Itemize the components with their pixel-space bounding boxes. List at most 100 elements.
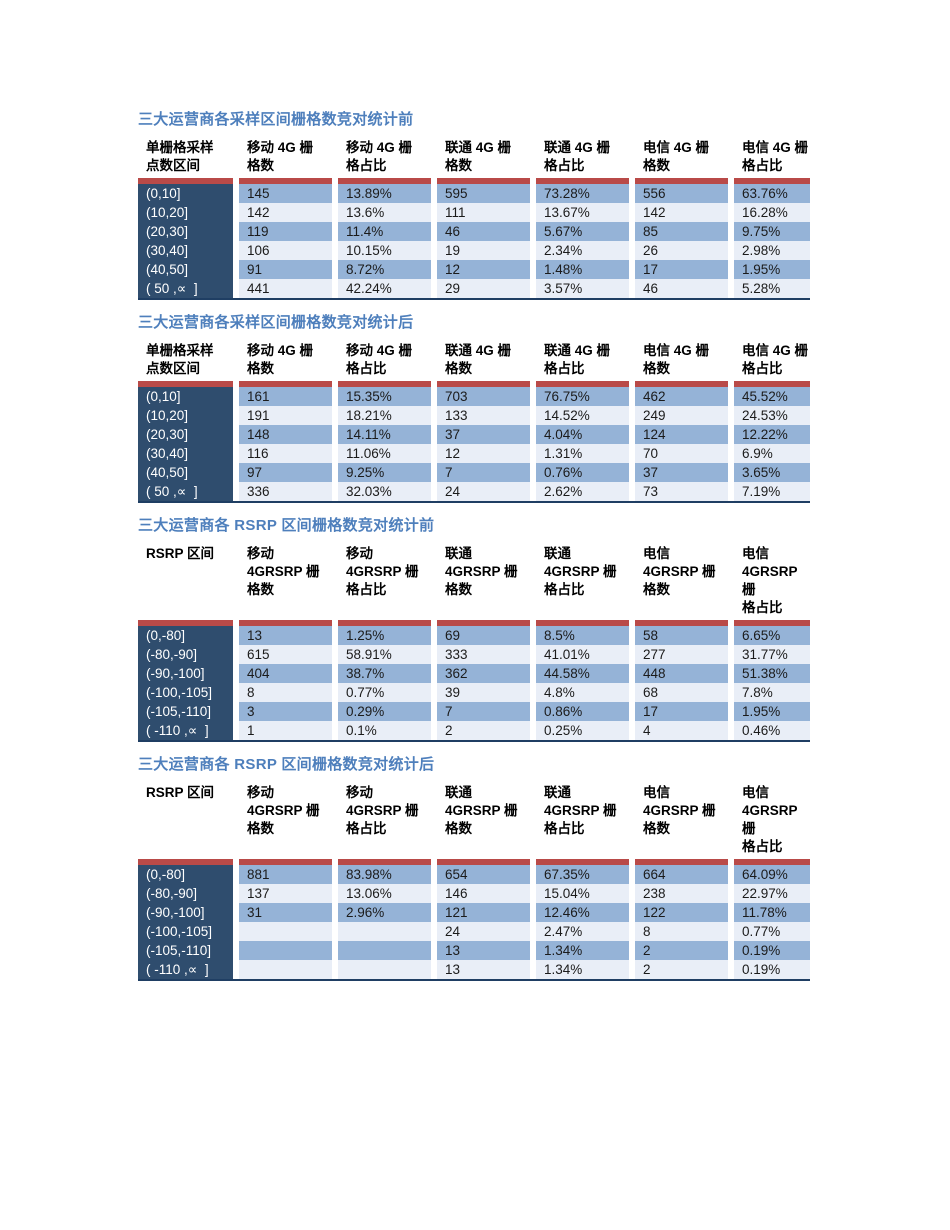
column-header: 移动 4GRSRP 栅 格数 <box>239 543 332 620</box>
data-cell: 2.62% <box>536 482 629 501</box>
data-cell: 69 <box>437 626 530 645</box>
row-label-cell: ( 50 ,∝ ] <box>138 279 233 298</box>
data-cell: 703 <box>437 387 530 406</box>
data-cell: 881 <box>239 865 332 884</box>
data-cell: 67.35% <box>536 865 629 884</box>
data-cell: 5.67% <box>536 222 629 241</box>
row-label-cell: (-80,-90] <box>138 884 233 903</box>
data-cell: 31 <box>239 903 332 922</box>
data-cell: 148 <box>239 425 332 444</box>
data-cell: 2.96% <box>338 903 431 922</box>
header-accent-bar <box>734 859 810 865</box>
data-cell: 111 <box>437 203 530 222</box>
data-cell: 1.34% <box>536 960 629 979</box>
data-cell: 70 <box>635 444 728 463</box>
data-cell: 238 <box>635 884 728 903</box>
data-cell: 14.52% <box>536 406 629 425</box>
data-cell: 615 <box>239 645 332 664</box>
row-label-cell: (-90,-100] <box>138 664 233 683</box>
row-label-cell: (20,30] <box>138 222 233 241</box>
row-label-cell: (-105,-110] <box>138 941 233 960</box>
data-cell: 7 <box>437 463 530 482</box>
data-cell: 191 <box>239 406 332 425</box>
header-accent-bar <box>338 178 431 184</box>
section-sampling-after: 三大运营商各采样区间栅格数竞对统计后 单栅格采样 点数区间 移动 4G 栅 格数移… <box>138 314 810 503</box>
data-cell: 664 <box>635 865 728 884</box>
row-label-cell: (20,30] <box>138 425 233 444</box>
data-cell: 4 <box>635 721 728 740</box>
header-accent-bar <box>536 859 629 865</box>
data-cell: 13.06% <box>338 884 431 903</box>
data-cell: 14.11% <box>338 425 431 444</box>
data-cell: 76.75% <box>536 387 629 406</box>
header-accent-bar <box>437 859 530 865</box>
data-cell: 13 <box>437 941 530 960</box>
data-cell: 58.91% <box>338 645 431 664</box>
data-cell: 448 <box>635 664 728 683</box>
data-cell: 68 <box>635 683 728 702</box>
data-cell: 19 <box>437 241 530 260</box>
header-accent-bar <box>536 381 629 387</box>
row-label-cell: (-90,-100] <box>138 903 233 922</box>
column-header: 联通 4GRSRP 栅 格数 <box>437 782 530 859</box>
data-cell: 46 <box>635 279 728 298</box>
header-accent-bar <box>734 381 810 387</box>
data-cell: 10.15% <box>338 241 431 260</box>
column-header: 单栅格采样 点数区间 <box>138 137 233 178</box>
column-header: 移动 4G 栅 格数 <box>239 137 332 178</box>
column-header: 单栅格采样 点数区间 <box>138 340 233 381</box>
data-cell: 11.78% <box>734 903 810 922</box>
data-cell: 333 <box>437 645 530 664</box>
data-cell: 441 <box>239 279 332 298</box>
data-cell: 26 <box>635 241 728 260</box>
header-accent-bar <box>138 381 233 387</box>
table-title: 三大运营商各 RSRP 区间栅格数竞对统计前 <box>138 517 435 534</box>
row-label-cell: (0,10] <box>138 387 233 406</box>
column-header: 移动 4GRSRP 栅 格占比 <box>338 543 431 620</box>
data-cell: 9.25% <box>338 463 431 482</box>
header-accent-bar <box>437 381 530 387</box>
column-header: 联通 4GRSRP 栅 格数 <box>437 543 530 620</box>
data-cell: 277 <box>635 645 728 664</box>
header-accent-bar <box>536 178 629 184</box>
header-accent-bar <box>635 620 728 626</box>
column-header: 移动 4G 栅 格占比 <box>338 137 431 178</box>
data-cell: 39 <box>437 683 530 702</box>
column-header: 电信 4G 栅 格占比 <box>734 137 810 178</box>
data-cell: 0.77% <box>734 922 810 941</box>
data-cell: 37 <box>437 425 530 444</box>
header-accent-bar <box>138 859 233 865</box>
data-cell: 11.06% <box>338 444 431 463</box>
data-cell: 5.28% <box>734 279 810 298</box>
data-cell: 17 <box>635 260 728 279</box>
data-cell: 16.28% <box>734 203 810 222</box>
data-cell: 4.8% <box>536 683 629 702</box>
header-accent-bar <box>239 859 332 865</box>
data-cell: 8 <box>239 683 332 702</box>
data-cell: 41.01% <box>536 645 629 664</box>
data-cell: 13 <box>437 960 530 979</box>
data-cell: 24 <box>437 482 530 501</box>
data-cell: 12.22% <box>734 425 810 444</box>
data-cell: 121 <box>437 903 530 922</box>
column-header: 移动 4GRSRP 栅 格数 <box>239 782 332 859</box>
data-cell: 29 <box>437 279 530 298</box>
data-cell: 0.77% <box>338 683 431 702</box>
header-accent-bar <box>536 620 629 626</box>
column-header: 电信 4GRSRP 栅 格数 <box>635 782 728 859</box>
row-label-cell: (30,40] <box>138 241 233 260</box>
column-header: 联通 4G 栅 格占比 <box>536 137 629 178</box>
data-cell: 6.65% <box>734 626 810 645</box>
data-cell: 654 <box>437 865 530 884</box>
section-rsrp-before: 三大运营商各 RSRP 区间栅格数竞对统计前 RSRP 区间 移动 4GRSRP … <box>138 517 810 742</box>
data-cell: 2 <box>635 941 728 960</box>
data-cell: 12 <box>437 444 530 463</box>
header-accent-bar <box>437 620 530 626</box>
data-cell <box>239 941 332 960</box>
table-title: 三大运营商各 RSRP 区间栅格数竞对统计后 <box>138 756 435 773</box>
data-cell: 7 <box>437 702 530 721</box>
document-page-content: 三大运营商各采样区间栅格数竞对统计前 单栅格采样 点数区间 移动 4G 栅 格数移… <box>138 111 810 995</box>
data-cell: 1 <box>239 721 332 740</box>
section-sampling-before: 三大运营商各采样区间栅格数竞对统计前 单栅格采样 点数区间 移动 4G 栅 格数移… <box>138 111 810 300</box>
header-accent-bar <box>138 178 233 184</box>
